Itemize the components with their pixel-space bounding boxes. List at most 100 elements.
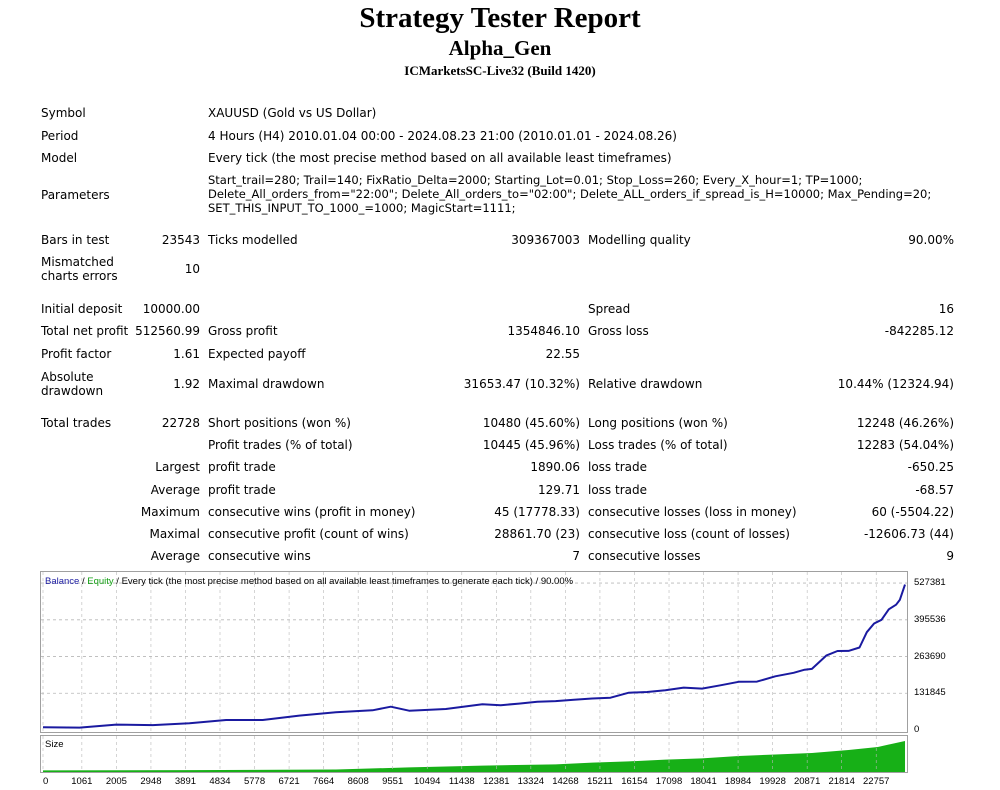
largest-loss-trade-value: -650.25 [907,460,954,474]
average-label: Average [150,483,200,497]
x-tick-label: 18984 [724,776,752,787]
chart-header-method: / Every tick (the most precise method ba… [113,576,574,587]
parameters-line-2: Delete_All_orders_from="22:00"; Delete_A… [208,187,932,201]
average-consecutive-wins-label: consecutive wins [208,549,311,563]
y-tick-label: 0 [914,724,920,735]
largest-profit-trade-value: 1890.06 [530,460,580,474]
x-tick-label: 21814 [828,776,855,787]
size-panel-canvas [42,736,905,772]
long-positions-value: 12248 (46.26%) [856,416,954,430]
x-tick-label: 22757 [863,776,890,787]
absolute-drawdown-label-line-2: drawdown [41,384,104,398]
x-tick-label: 18041 [690,776,717,787]
absolute-drawdown-value: 1.92 [173,377,200,391]
max-consecutive-losses-label: consecutive losses (loss in money) [588,505,797,519]
expected-payoff-value: 22.55 [545,347,580,361]
profit-factor-label: Profit factor [41,347,112,361]
chart-header-equity: Equity [87,576,114,587]
average-profit-trade-label: profit trade [208,483,276,497]
x-tick-label: 3891 [174,776,197,787]
average-consecutive-losses-value: 9 [946,549,954,563]
x-tick-label: 5778 [243,776,266,787]
bars-value: 23543 [161,233,200,247]
profit-trades-value: 10445 (45.96%) [482,438,580,452]
max-consecutive-wins-label: consecutive wins (profit in money) [208,505,416,519]
maximal-consecutive-loss-label: consecutive loss (count of losses) [588,527,790,541]
chart-header-separator: / [79,576,88,587]
model-value: Every tick (the most precise method base… [208,151,672,165]
x-tick-label: 6721 [278,776,300,787]
x-tick-label: 9551 [382,776,404,787]
x-tick-label: 19928 [759,776,786,787]
symbol-value: XAUUSD (Gold vs US Dollar) [208,106,377,120]
average-consecutive-wins-value: 7 [572,549,580,563]
gross-profit-value: 1354846.10 [507,324,580,338]
bars-label: Bars in test [41,233,110,247]
relative-drawdown-label: Relative drawdown [588,377,703,391]
maximal-label: Maximal [149,527,200,541]
x-tick-label: 14268 [552,776,579,787]
largest-label: Largest [155,460,200,474]
short-positions-value: 10480 (45.60%) [482,416,580,430]
size-panel: Size [40,735,908,773]
loss-trades-label: Loss trades (% of total) [588,438,728,452]
deposit-label: Initial deposit [41,302,123,316]
largest-profit-trade-label: profit trade [208,460,276,474]
symbol-label: Symbol [41,106,86,120]
gross-loss-value: -842285.12 [884,324,954,338]
balance-chart-canvas [41,572,907,732]
loss-trades-value: 12283 (54.04%) [856,438,954,452]
relative-drawdown-value: 10.44% (12324.94) [837,377,954,391]
x-tick-label: 4834 [209,776,231,787]
size-series-area [43,741,905,772]
max-consecutive-losses-value: 60 (-5504.22) [871,505,954,519]
parameters-label: Parameters [41,188,110,202]
mismatch-label-line-1: Mismatched [41,255,114,269]
net-profit-label: Total net profit [41,324,129,338]
x-tick-label: 13324 [517,776,545,787]
average-consecutive-losses-label: consecutive losses [588,549,701,563]
ticks-label: Ticks modelled [208,233,298,247]
parameters-line-3: SET_THIS_INPUT_TO_1000_=1000; MagicStart… [208,201,516,215]
gross-profit-label: Gross profit [208,324,278,338]
x-tick-label: 10494 [414,776,441,787]
x-tick-label: 12381 [483,776,510,787]
model-label: Model [41,151,78,165]
mismatch-value: 10 [184,262,200,276]
spread-value: 16 [938,302,954,316]
report-title: Strategy Tester Report [359,2,641,34]
x-tick-label: 11438 [448,776,475,787]
x-tick-label: 16154 [621,776,648,787]
expert-name: Alpha_Gen [448,36,552,60]
average-profit-trade-value: 129.71 [538,483,580,497]
average-loss-trade-label: loss trade [588,483,647,497]
x-tick-label: 8608 [347,776,369,787]
short-positions-label: Short positions (won %) [208,416,351,430]
total-trades-value: 22728 [161,416,200,430]
total-trades-label: Total trades [41,416,112,430]
maximal-consecutive-profit-label: consecutive profit (count of wins) [208,527,409,541]
maximum-label: Maximum [140,505,200,519]
profit-factor-value: 1.61 [173,347,200,361]
y-tick-label: 263690 [914,650,946,662]
period-label: Period [41,129,79,143]
x-tick-label: 0 [43,776,49,787]
expected-payoff-label: Expected payoff [208,347,306,361]
y-tick-label: 527381 [914,577,946,589]
chart-header: Balance / Equity / Every tick (the most … [45,576,573,587]
average-consecutive-label: Average [150,549,200,563]
mismatch-label-line-2: charts errors [41,269,118,283]
quality-label: Modelling quality [588,233,691,247]
parameters-line-1: Start_trail=280; Trail=140; FixRatio_Del… [208,173,863,187]
absolute-drawdown-label-line-1: Absolute [41,370,94,384]
size-label: Size [45,739,64,750]
balance-chart: Balance / Equity / Every tick (the most … [40,571,908,733]
period-value: 4 Hours (H4) 2010.01.04 00:00 - 2024.08.… [208,129,677,143]
largest-loss-trade-label: loss trade [588,460,647,474]
max-consecutive-wins-value: 45 (17778.33) [494,505,580,519]
x-tick-label: 17098 [655,776,683,787]
server-build: ICMarketsSC-Live32 (Build 1420) [404,63,596,78]
spread-label: Spread [588,302,631,316]
long-positions-label: Long positions (won %) [588,416,728,430]
deposit-value: 10000.00 [142,302,200,316]
